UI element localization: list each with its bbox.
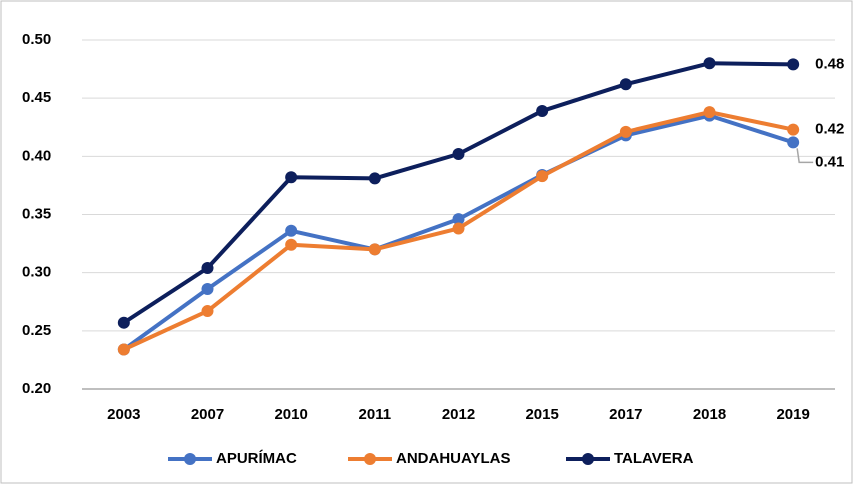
data-point xyxy=(536,104,549,117)
data-point xyxy=(201,262,214,275)
x-tick-label: 2003 xyxy=(107,406,140,423)
data-point xyxy=(536,170,549,183)
y-tick-label: 0.45 xyxy=(22,89,51,106)
legend-marker xyxy=(582,453,594,465)
data-point xyxy=(368,243,381,256)
x-tick-label: 2011 xyxy=(359,406,392,423)
legend-label: APURÍMAC xyxy=(216,450,297,467)
data-point xyxy=(452,222,465,235)
data-point xyxy=(117,343,130,356)
data-point xyxy=(452,213,465,226)
x-tick-label: 2015 xyxy=(525,406,558,423)
data-point xyxy=(619,78,632,91)
data-label: 0.42 xyxy=(815,121,844,138)
y-tick-label: 0.35 xyxy=(22,205,51,222)
data-label: 0.41 xyxy=(815,153,844,170)
data-point xyxy=(201,305,214,318)
legend-label: TALAVERA xyxy=(614,450,694,467)
data-point xyxy=(368,172,381,185)
x-tick-label: 2007 xyxy=(191,406,224,423)
y-tick-label: 0.40 xyxy=(22,147,51,164)
data-point xyxy=(619,125,632,138)
data-point xyxy=(285,238,298,251)
y-tick-label: 0.30 xyxy=(22,264,51,281)
y-tick-label: 0.50 xyxy=(22,31,51,48)
x-tick-label: 2018 xyxy=(693,406,726,423)
data-point xyxy=(285,224,298,237)
data-label: 0.48 xyxy=(815,55,844,72)
legend-marker xyxy=(364,453,376,465)
x-tick-label: 2019 xyxy=(776,406,809,423)
data-point xyxy=(452,148,465,161)
x-tick-label: 2012 xyxy=(442,406,475,423)
y-tick-label: 0.20 xyxy=(22,380,51,397)
data-point xyxy=(787,123,800,136)
x-tick-label: 2017 xyxy=(609,406,642,423)
data-point xyxy=(787,136,800,149)
legend-marker xyxy=(184,453,196,465)
data-point xyxy=(117,316,130,329)
data-point xyxy=(201,282,214,295)
legend-label: ANDAHUAYLAS xyxy=(396,450,510,467)
x-tick-label: 2010 xyxy=(274,406,307,423)
y-tick-label: 0.25 xyxy=(22,322,51,339)
data-point xyxy=(703,106,716,119)
data-point xyxy=(285,171,298,184)
data-point xyxy=(787,58,800,71)
data-point xyxy=(703,57,716,70)
leader-line xyxy=(796,148,814,164)
